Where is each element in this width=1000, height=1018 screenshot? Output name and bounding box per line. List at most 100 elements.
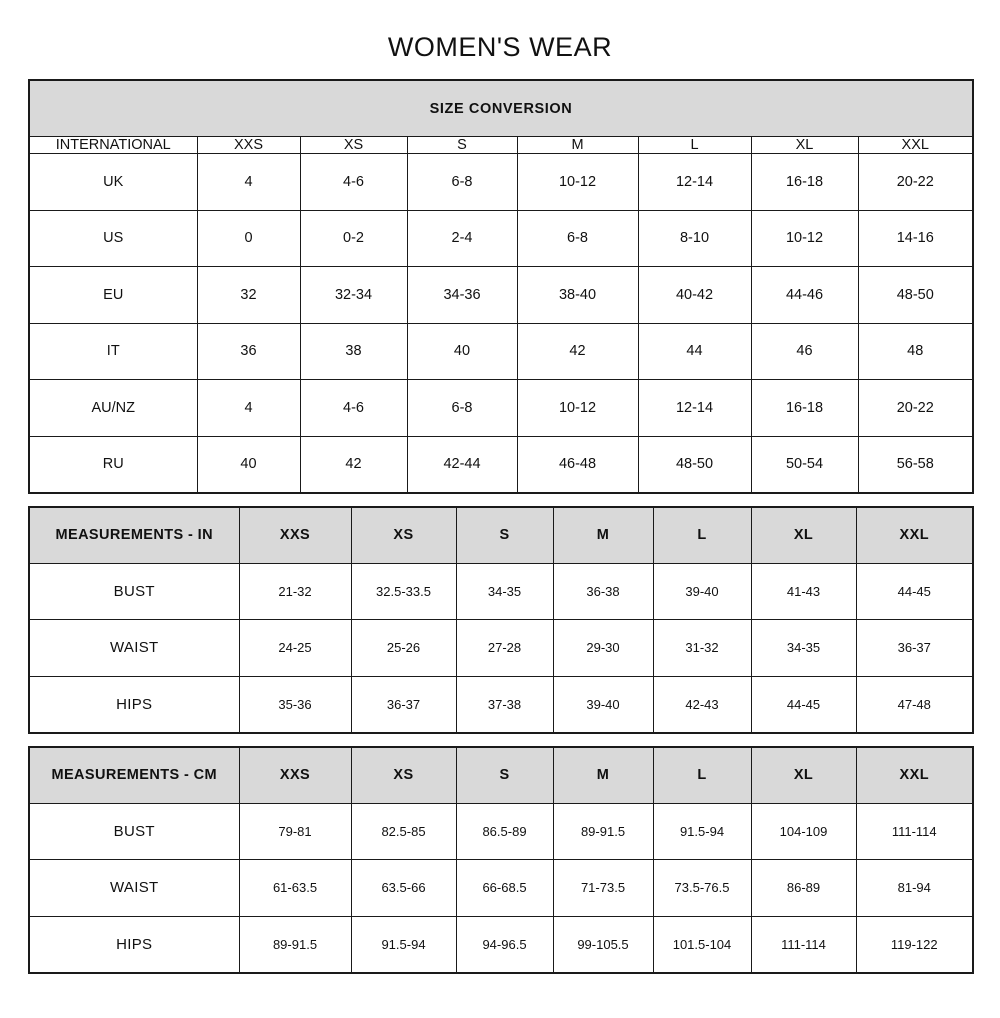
cell-bust-cm-xl: 104-109: [750, 802, 857, 861]
cell-aunz-xxl: 20-22: [857, 379, 974, 437]
measurements-in-thead: MEASUREMENTS - IN XXS XS S M L XL XXL: [28, 506, 974, 564]
cell-waist-cm-m: 71-73.5: [552, 859, 654, 917]
cell-hips-cm-xxl: 119-122: [855, 915, 974, 974]
cell-hips-in-s: 37-38: [455, 675, 554, 734]
table-row: US 0 0-2 2-4 6-8 8-10 10-12 14-16: [28, 209, 974, 268]
row-label-uk: UK: [28, 153, 198, 211]
measurements-in-body: BUST 21-32 32.5-33.5 34-35 36-38 39-40 4…: [28, 562, 974, 734]
size-conversion-table: SIZE CONVERSION INTERNATIONAL XXS XS S M…: [28, 79, 974, 494]
cell-ru-xxs: 40: [196, 435, 301, 494]
cell-bust-cm-m: 89-91.5: [552, 802, 654, 861]
column-header-measurements-cm: MEASUREMENTS - CM: [28, 746, 240, 804]
cell-bust-cm-xxs: 79-81: [238, 802, 352, 861]
cell-ru-s: 42-44: [406, 435, 518, 494]
cell-bust-cm-xxl: 111-114: [855, 802, 974, 861]
column-header-in-xs: XS: [350, 506, 457, 564]
row-label-ru: RU: [28, 435, 198, 494]
measurements-cm-thead: MEASUREMENTS - CM XXS XS S M L XL XXL: [28, 746, 974, 804]
row-label-waist-in: WAIST: [28, 619, 240, 677]
cell-it-xl: 46: [750, 322, 859, 381]
cell-waist-in-xxs: 24-25: [238, 619, 352, 677]
table-row: BUST 21-32 32.5-33.5 34-35 36-38 39-40 4…: [28, 562, 974, 621]
cell-hips-in-l: 42-43: [652, 675, 752, 734]
size-conversion-thead: SIZE CONVERSION INTERNATIONAL XXS XS S M…: [28, 79, 974, 155]
cell-it-xxl: 48: [857, 322, 974, 381]
cell-ru-xl: 50-54: [750, 435, 859, 494]
column-header-in-m: M: [552, 506, 654, 564]
cell-bust-in-xxs: 21-32: [238, 562, 352, 621]
cell-waist-in-m: 29-30: [552, 619, 654, 677]
cell-aunz-s: 6-8: [406, 379, 518, 437]
column-header-cm-m: M: [552, 746, 654, 804]
cell-bust-in-xxl: 44-45: [855, 562, 974, 621]
cell-eu-xl: 44-46: [750, 266, 859, 324]
row-label-bust-cm: BUST: [28, 802, 240, 861]
table-row: EU 32 32-34 34-36 38-40 40-42 44-46 48-5…: [28, 266, 974, 324]
cell-hips-in-xl: 44-45: [750, 675, 857, 734]
cell-ru-xs: 42: [299, 435, 408, 494]
column-header-in-xxl: XXL: [855, 506, 974, 564]
cell-hips-in-xxl: 47-48: [855, 675, 974, 734]
cell-waist-cm-xxl: 81-94: [855, 859, 974, 917]
cell-waist-in-s: 27-28: [455, 619, 554, 677]
column-header-cm-xxs: XXS: [238, 746, 352, 804]
cell-bust-in-xl: 41-43: [750, 562, 857, 621]
cell-us-xl: 10-12: [750, 209, 859, 268]
cell-bust-in-l: 39-40: [652, 562, 752, 621]
cell-hips-in-xs: 36-37: [350, 675, 457, 734]
size-conversion-section: SIZE CONVERSION INTERNATIONAL XXS XS S M…: [0, 79, 1000, 494]
cell-hips-cm-xs: 91.5-94: [350, 915, 457, 974]
column-header-cm-s: S: [455, 746, 554, 804]
cell-bust-cm-l: 91.5-94: [652, 802, 752, 861]
cell-hips-cm-l: 101.5-104: [652, 915, 752, 974]
cell-waist-cm-xxs: 61-63.5: [238, 859, 352, 917]
cell-uk-l: 12-14: [637, 153, 752, 211]
table-row: WAIST 24-25 25-26 27-28 29-30 31-32 34-3…: [28, 619, 974, 677]
cell-us-m: 6-8: [516, 209, 639, 268]
cell-eu-xxs: 32: [196, 266, 301, 324]
column-header-m: M: [516, 136, 639, 155]
cell-hips-in-xxs: 35-36: [238, 675, 352, 734]
cell-us-xs: 0-2: [299, 209, 408, 268]
cell-bust-in-xs: 32.5-33.5: [350, 562, 457, 621]
cell-uk-xl: 16-18: [750, 153, 859, 211]
column-header-measurements-in: MEASUREMENTS - IN: [28, 506, 240, 564]
column-header-international: INTERNATIONAL: [28, 136, 198, 155]
column-header-cm-xs: XS: [350, 746, 457, 804]
cell-waist-cm-xs: 63.5-66: [350, 859, 457, 917]
size-conversion-header-row: INTERNATIONAL XXS XS S M L XL XXL: [28, 136, 974, 155]
cell-uk-xxs: 4: [196, 153, 301, 211]
table-row: BUST 79-81 82.5-85 86.5-89 89-91.5 91.5-…: [28, 802, 974, 861]
cell-it-xxs: 36: [196, 322, 301, 381]
measurements-cm-table: MEASUREMENTS - CM XXS XS S M L XL XXL BU…: [28, 745, 974, 974]
cell-aunz-xs: 4-6: [299, 379, 408, 437]
cell-waist-in-xl: 34-35: [750, 619, 857, 677]
cell-waist-in-xs: 25-26: [350, 619, 457, 677]
cell-aunz-m: 10-12: [516, 379, 639, 437]
cell-bust-cm-xs: 82.5-85: [350, 802, 457, 861]
cell-hips-in-m: 39-40: [552, 675, 654, 734]
row-label-aunz: AU/NZ: [28, 379, 198, 437]
measurements-cm-body: BUST 79-81 82.5-85 86.5-89 89-91.5 91.5-…: [28, 802, 974, 974]
size-chart-page: WOMEN'S WEAR SIZE CONVERSION INTERNATION…: [0, 18, 1000, 1018]
cell-aunz-xl: 16-18: [750, 379, 859, 437]
cell-eu-l: 40-42: [637, 266, 752, 324]
measurements-in-section: MEASUREMENTS - IN XXS XS S M L XL XXL BU…: [0, 505, 1000, 734]
table-row: AU/NZ 4 4-6 6-8 10-12 12-14 16-18 20-22: [28, 379, 974, 437]
column-header-in-xl: XL: [750, 506, 857, 564]
cell-uk-m: 10-12: [516, 153, 639, 211]
table-row: WAIST 61-63.5 63.5-66 66-68.5 71-73.5 73…: [28, 859, 974, 917]
cell-ru-l: 48-50: [637, 435, 752, 494]
row-label-us: US: [28, 209, 198, 268]
measurements-in-table: MEASUREMENTS - IN XXS XS S M L XL XXL BU…: [28, 505, 974, 734]
row-label-eu: EU: [28, 266, 198, 324]
cell-us-s: 2-4: [406, 209, 518, 268]
column-header-s: S: [406, 136, 518, 155]
row-label-waist-cm: WAIST: [28, 859, 240, 917]
row-label-bust-in: BUST: [28, 562, 240, 621]
row-label-it: IT: [28, 322, 198, 381]
row-label-hips-cm: HIPS: [28, 915, 240, 974]
cell-hips-cm-xxs: 89-91.5: [238, 915, 352, 974]
column-header-cm-l: L: [652, 746, 752, 804]
column-header-xs: XS: [299, 136, 408, 155]
